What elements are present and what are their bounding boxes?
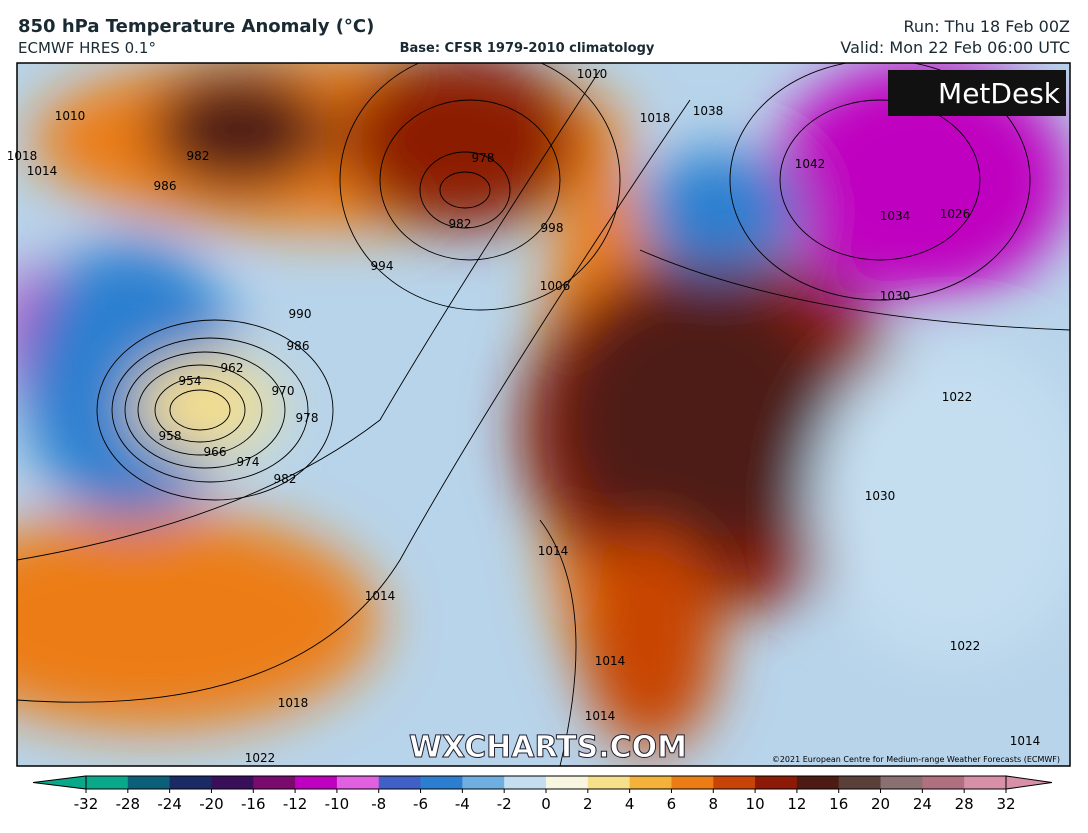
colorbar-segment [546, 776, 589, 789]
colorbar-tick-label: 6 [667, 795, 677, 813]
isobar-label: 1006 [540, 279, 571, 293]
isobar-label: 994 [371, 259, 394, 273]
isobar-label: 986 [287, 339, 310, 353]
colorbar-tick-label: -6 [413, 795, 428, 813]
isobar-label: 1014 [27, 164, 58, 178]
colorbar-tick-label: 28 [955, 795, 974, 813]
colorbar-tick-label: -2 [497, 795, 512, 813]
colorbar-tick-label: 0 [541, 795, 551, 813]
isobar-label: 982 [449, 217, 472, 231]
colorbar-segment [587, 776, 631, 789]
isobar-label: 970 [272, 384, 295, 398]
colorbar-tick-label: 16 [829, 795, 848, 813]
colorbar-tick-label: -28 [116, 795, 141, 813]
colorbar-tick-label: 32 [996, 795, 1015, 813]
colorbar-tick-label: -16 [241, 795, 266, 813]
isobar-label: 1018 [640, 111, 671, 125]
valid: Valid: Mon 22 Feb 06:00 UTC [840, 38, 1070, 57]
colorbar-tick-label: -4 [455, 795, 470, 813]
isobar-label: 974 [237, 455, 260, 469]
colorbar-tick-label: 10 [746, 795, 765, 813]
colorbar-tick-label: 2 [583, 795, 593, 813]
title: 850 hPa Temperature Anomaly (°C) [18, 16, 374, 37]
colorbar-tick-label: 20 [871, 795, 890, 813]
isobar-label: 954 [179, 374, 202, 388]
colorbar-tick-label: -10 [325, 795, 350, 813]
colorbar-tick-label: -32 [74, 795, 99, 813]
colorbar-segment [378, 776, 422, 789]
isobar-label: 1026 [940, 207, 971, 221]
watermark: WXCHARTS.COM [409, 730, 687, 765]
colorbar-end [1005, 775, 1053, 790]
isobar-label: 1010 [55, 109, 86, 123]
model: ECMWF HRES 0.1° [18, 39, 156, 57]
isobar-label: 990 [289, 307, 312, 321]
colorbar-tick-label: 4 [625, 795, 635, 813]
colorbar-segment [295, 776, 338, 789]
isobar-label: 1042 [795, 157, 826, 171]
copyright: ©2021 European Centre for Medium-range W… [772, 755, 1060, 764]
isobar-label: 978 [472, 151, 495, 165]
isobar-label: 1014 [595, 654, 626, 668]
isobar-label: 966 [204, 445, 227, 459]
colorbar-segment [253, 776, 296, 789]
isobar-label: 1014 [538, 544, 569, 558]
colorbar-segment [671, 776, 714, 789]
isobar-label: 1038 [693, 104, 724, 118]
base: Base: CFSR 1979-2010 climatology [400, 41, 655, 56]
isobar-label: 1030 [880, 289, 911, 303]
isobar-label: 986 [154, 179, 177, 193]
colorbar-tick-label: -24 [157, 795, 182, 813]
isobar-label: 1022 [942, 390, 973, 404]
colorbar-segment [462, 776, 505, 789]
colorbar-segment [922, 776, 965, 789]
colorbar-segment [880, 776, 923, 789]
isobar-label: 1022 [950, 639, 981, 653]
isobar-label: 1030 [865, 489, 896, 503]
colorbar-segment [86, 776, 129, 789]
colorbar-end [32, 775, 87, 790]
colorbar-segment [755, 776, 798, 789]
colorbar-segment [127, 776, 171, 789]
colorbar-tick-label: -20 [199, 795, 224, 813]
isobar-label: 958 [159, 429, 182, 443]
logo: MetDesk [938, 77, 1061, 110]
run: Run: Thu 18 Feb 00Z [904, 17, 1071, 36]
isobar-label: 1014 [585, 709, 616, 723]
colorbar-segment [713, 776, 756, 789]
colorbar-tick-label: -8 [371, 795, 386, 813]
colorbar-tick-label: -12 [283, 795, 308, 813]
colorbar-segment [336, 776, 380, 789]
colorbar-segment [420, 776, 463, 789]
isobar-label: 1014 [365, 589, 396, 603]
isobar-label: 1018 [7, 149, 38, 163]
isobar-label: 1022 [245, 751, 276, 765]
colorbar-tick-label: 12 [787, 795, 806, 813]
colorbar-segment [169, 776, 212, 789]
colorbar-segment [629, 776, 672, 789]
colorbar-segment [964, 776, 1007, 789]
colorbar-tick-label: 24 [913, 795, 932, 813]
isobar-label: 1034 [880, 209, 911, 223]
isobar-label: 982 [187, 149, 210, 163]
colorbar-segment [504, 776, 547, 789]
colorbar-segment [211, 776, 254, 789]
isobar-label: 998 [541, 221, 564, 235]
isobar-label: 1014 [1010, 734, 1041, 748]
isobar-label: 978 [296, 411, 319, 425]
isobar-label: 982 [274, 472, 297, 486]
isobar-label: 962 [221, 361, 244, 375]
isobar-label: 1010 [577, 67, 608, 81]
map [17, 63, 1070, 766]
colorbar-segment [796, 776, 840, 789]
colorbar-tick-label: 8 [708, 795, 718, 813]
isobar-label: 1018 [278, 696, 309, 710]
colorbar-segment [838, 776, 882, 789]
